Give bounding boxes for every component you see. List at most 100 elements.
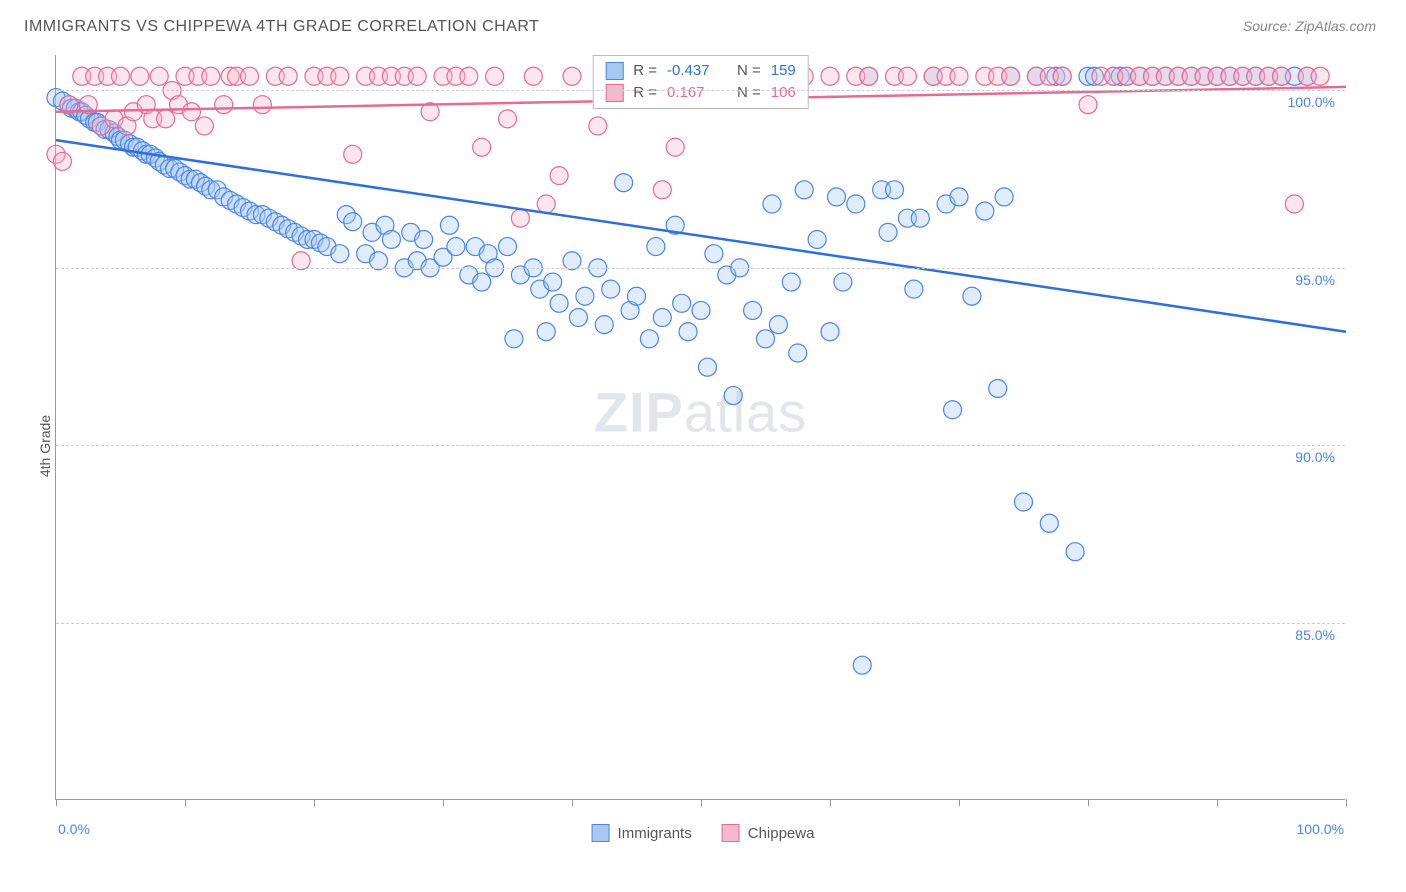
x-tick bbox=[701, 799, 702, 806]
data-point bbox=[544, 273, 562, 291]
data-point bbox=[1066, 543, 1084, 561]
data-point bbox=[724, 387, 742, 405]
data-point bbox=[415, 230, 433, 248]
data-point bbox=[524, 67, 542, 85]
data-point bbox=[976, 202, 994, 220]
chart-title: IMMIGRANTS VS CHIPPEWA 4TH GRADE CORRELA… bbox=[24, 18, 539, 36]
data-point bbox=[537, 195, 555, 213]
data-point bbox=[834, 273, 852, 291]
data-point bbox=[563, 67, 581, 85]
x-tick bbox=[56, 799, 57, 806]
data-point bbox=[499, 238, 517, 256]
data-point bbox=[827, 188, 845, 206]
data-point bbox=[602, 280, 620, 298]
data-point bbox=[1311, 67, 1329, 85]
legend-item: Immigrants bbox=[592, 824, 692, 842]
data-point bbox=[460, 67, 478, 85]
legend-swatch bbox=[722, 824, 740, 842]
legend-item: Chippewa bbox=[722, 824, 815, 842]
data-point bbox=[853, 656, 871, 674]
legend-r-value: -0.437 bbox=[667, 60, 727, 82]
data-point bbox=[886, 181, 904, 199]
data-point bbox=[1079, 96, 1097, 114]
data-point bbox=[789, 344, 807, 362]
legend-r-label: R = bbox=[633, 82, 657, 104]
x-tick bbox=[1217, 799, 1218, 806]
data-point bbox=[640, 330, 658, 348]
data-point bbox=[1040, 514, 1058, 532]
data-point bbox=[879, 223, 897, 241]
data-point bbox=[1285, 195, 1303, 213]
legend-r-label: R = bbox=[633, 60, 657, 82]
data-point bbox=[382, 230, 400, 248]
legend-n-value: 159 bbox=[771, 60, 796, 82]
legend-label: Immigrants bbox=[618, 825, 692, 842]
x-axis-min-label: 0.0% bbox=[58, 821, 90, 837]
data-point bbox=[673, 294, 691, 312]
data-point bbox=[202, 67, 220, 85]
data-point bbox=[692, 301, 710, 319]
data-point bbox=[550, 294, 568, 312]
series-legend: Immigrants Chippewa bbox=[592, 824, 815, 842]
data-point bbox=[253, 96, 271, 114]
data-point bbox=[157, 110, 175, 128]
gridline bbox=[56, 445, 1345, 446]
data-point bbox=[576, 287, 594, 305]
data-point bbox=[53, 152, 71, 170]
data-point bbox=[821, 323, 839, 341]
legend-r-value: 0.167 bbox=[667, 82, 727, 104]
source-attribution: Source: ZipAtlas.com bbox=[1243, 18, 1376, 34]
stats-legend: R =-0.437N =159R =0.167N =106 bbox=[592, 55, 809, 109]
legend-n-label: N = bbox=[737, 82, 761, 104]
data-point bbox=[1273, 67, 1291, 85]
data-point bbox=[499, 110, 517, 128]
data-point bbox=[769, 316, 787, 334]
data-point bbox=[653, 309, 671, 327]
data-point bbox=[537, 323, 555, 341]
data-point bbox=[440, 216, 458, 234]
y-tick-label: 100.0% bbox=[1288, 94, 1335, 110]
legend-swatch bbox=[592, 824, 610, 842]
data-point bbox=[331, 245, 349, 263]
data-point bbox=[757, 330, 775, 348]
data-point bbox=[447, 238, 465, 256]
data-point bbox=[1015, 493, 1033, 511]
data-point bbox=[666, 138, 684, 156]
data-point bbox=[950, 67, 968, 85]
y-tick-label: 95.0% bbox=[1295, 272, 1335, 288]
x-tick bbox=[572, 799, 573, 806]
data-point bbox=[647, 238, 665, 256]
x-tick bbox=[1346, 799, 1347, 806]
data-point bbox=[1053, 67, 1071, 85]
data-point bbox=[950, 188, 968, 206]
data-point bbox=[744, 301, 762, 319]
data-point bbox=[795, 181, 813, 199]
data-point bbox=[905, 280, 923, 298]
legend-stat-row: R =-0.437N =159 bbox=[605, 60, 796, 82]
data-point bbox=[995, 188, 1013, 206]
data-point bbox=[215, 96, 233, 114]
legend-stat-row: R =0.167N =106 bbox=[605, 82, 796, 104]
data-point bbox=[808, 230, 826, 248]
data-point bbox=[195, 117, 213, 135]
data-point bbox=[705, 245, 723, 263]
gridline bbox=[56, 268, 1345, 269]
plot-area: ZIPatlas R =-0.437N =159R =0.167N =106 1… bbox=[55, 55, 1345, 800]
x-tick bbox=[959, 799, 960, 806]
data-point bbox=[505, 330, 523, 348]
data-point bbox=[511, 209, 529, 227]
data-point bbox=[344, 213, 362, 231]
y-tick-label: 90.0% bbox=[1295, 449, 1335, 465]
data-point bbox=[989, 379, 1007, 397]
y-axis-label: 4th Grade bbox=[37, 415, 53, 477]
data-point bbox=[628, 287, 646, 305]
legend-swatch bbox=[605, 84, 623, 102]
data-point bbox=[595, 316, 613, 334]
data-point bbox=[112, 67, 130, 85]
data-point bbox=[782, 273, 800, 291]
data-point bbox=[344, 145, 362, 163]
data-point bbox=[279, 67, 297, 85]
legend-swatch bbox=[605, 62, 623, 80]
data-point bbox=[473, 273, 491, 291]
data-point bbox=[473, 138, 491, 156]
